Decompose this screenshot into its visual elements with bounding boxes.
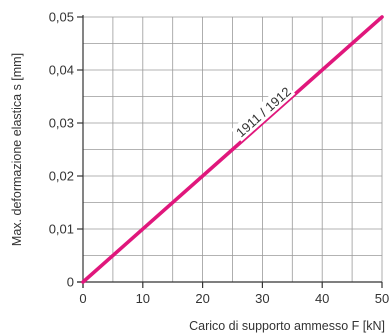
series-line: [81, 15, 384, 284]
grid: [83, 16, 383, 282]
y-tick-label: 0,02: [49, 169, 74, 184]
y-tick-label: 0: [67, 275, 74, 290]
x-tick-label: 10: [136, 291, 150, 306]
x-axis-label: Carico di supporto ammesso F [kN]: [189, 319, 385, 333]
y-tick-label: 0,01: [49, 222, 74, 237]
x-tick-label: 40: [315, 291, 329, 306]
series-label: 1911 / 1912: [233, 84, 294, 140]
y-axis-label: Max. deformazione elastica s [mm]: [10, 53, 24, 246]
y-tick-label: 0,05: [49, 10, 74, 25]
x-tick-label: 0: [79, 291, 86, 306]
y-tick-label: 0,03: [49, 116, 74, 131]
x-tick-label: 20: [195, 291, 209, 306]
y-tick-label: 0,04: [49, 63, 74, 78]
x-tick-label: 30: [255, 291, 269, 306]
series-label-background: [230, 81, 296, 142]
x-tick-label: 50: [375, 291, 389, 306]
tick-labels: 0 10 20 30 40 50 0 0,01 0,02 0,03 0,04 0,05: [49, 10, 389, 307]
